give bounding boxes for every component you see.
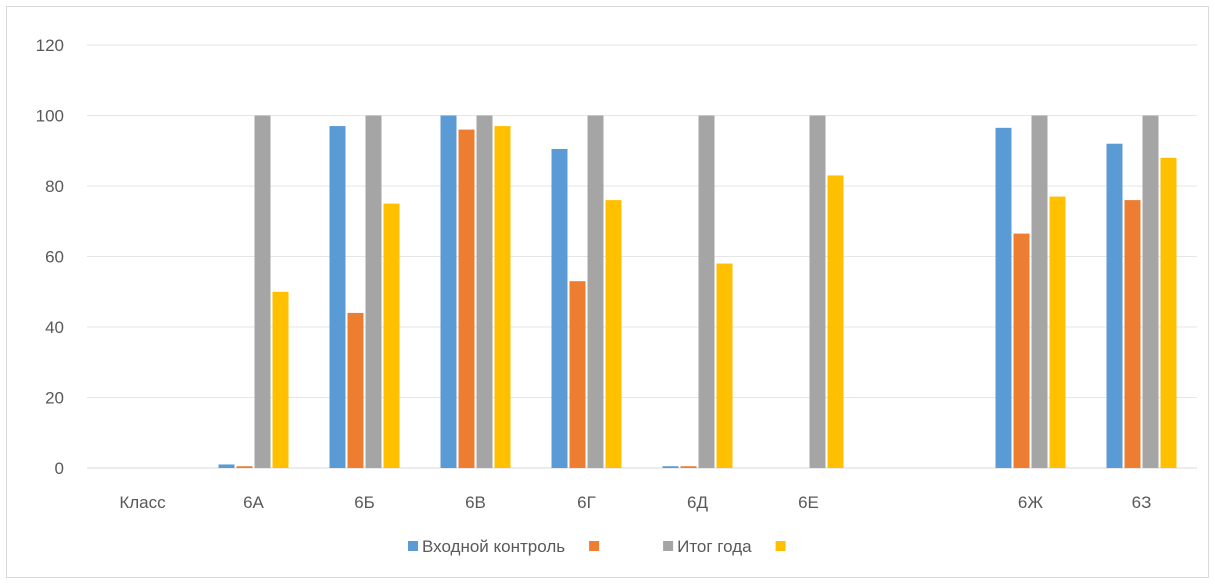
- legend-swatch: [663, 541, 674, 551]
- x-tick-label: 6Е: [798, 493, 819, 512]
- bar-series-1-6Г: [569, 281, 586, 468]
- bar-series-3-6А: [272, 291, 289, 468]
- bar-series-3-6В: [494, 126, 511, 468]
- legend-swatch: [408, 541, 418, 551]
- legend: Входной контроль Итог года: [408, 537, 786, 556]
- bar-series-1-6Ж: [1013, 233, 1030, 468]
- bar-series-1-6Б: [347, 312, 364, 468]
- x-tick-label: 6Б: [354, 493, 375, 512]
- gridlines: [87, 44, 1197, 469]
- bar-series-1-6А: [236, 466, 253, 468]
- bar-series-0-6А: [218, 464, 235, 468]
- bar-series-0-6Б: [329, 126, 346, 468]
- bar-series-3-6З: [1160, 157, 1177, 469]
- legend-swatch: [775, 541, 786, 551]
- x-tick-label: Класс: [119, 493, 166, 512]
- y-axis-ticks: 0 20 40 60 80 100 120: [36, 36, 64, 478]
- x-tick-label: 6В: [465, 493, 486, 512]
- bar-series-2-6Е: [809, 115, 826, 468]
- x-tick-label: 6Д: [687, 493, 708, 512]
- bar-series-0-6З: [1106, 143, 1123, 468]
- bar-series-0-6Д: [662, 466, 679, 468]
- bar-series-0-6Ж: [995, 127, 1012, 469]
- bars: [218, 115, 1177, 469]
- x-tick-label: 6А: [243, 493, 264, 512]
- x-axis-ticks: Класс 6А 6Б 6В 6Г 6Д 6Е 6Ж 6З: [119, 493, 1151, 512]
- x-tick-label: 6Ж: [1018, 493, 1043, 512]
- y-tick-label: 80: [45, 177, 64, 196]
- y-tick-label: 40: [45, 318, 64, 337]
- bar-series-3-6Б: [383, 203, 400, 468]
- bar-series-2-6Г: [587, 115, 604, 468]
- bar-series-0-6Г: [551, 148, 568, 469]
- legend-label: Входной контроль: [422, 537, 565, 556]
- y-tick-label: 20: [45, 389, 64, 408]
- bar-series-1-6Д: [680, 466, 697, 468]
- bar-series-3-6Е: [827, 175, 844, 469]
- bar-series-3-6Ж: [1049, 196, 1066, 468]
- x-tick-label: 6З: [1132, 493, 1152, 512]
- bar-series-2-6Ж: [1031, 115, 1048, 468]
- bar-series-0-6В: [440, 115, 457, 468]
- bar-series-2-6Б: [365, 115, 382, 468]
- bar-series-2-6Д: [698, 115, 715, 468]
- legend-label: Итог года: [677, 537, 752, 556]
- bar-series-2-6З: [1142, 115, 1159, 468]
- bar-series-1-6В: [458, 129, 475, 468]
- y-tick-label: 100: [36, 107, 64, 126]
- legend-swatch: [589, 541, 600, 551]
- y-tick-label: 60: [45, 248, 64, 267]
- bar-series-3-6Д: [716, 263, 733, 468]
- y-tick-label: 120: [36, 36, 64, 55]
- bar-series-2-6А: [254, 115, 271, 468]
- bar-series-2-6В: [476, 115, 493, 468]
- x-tick-label: 6Г: [577, 493, 596, 512]
- y-tick-label: 0: [55, 459, 64, 478]
- bar-series-3-6Г: [605, 200, 622, 468]
- bar-series-1-6З: [1124, 200, 1141, 468]
